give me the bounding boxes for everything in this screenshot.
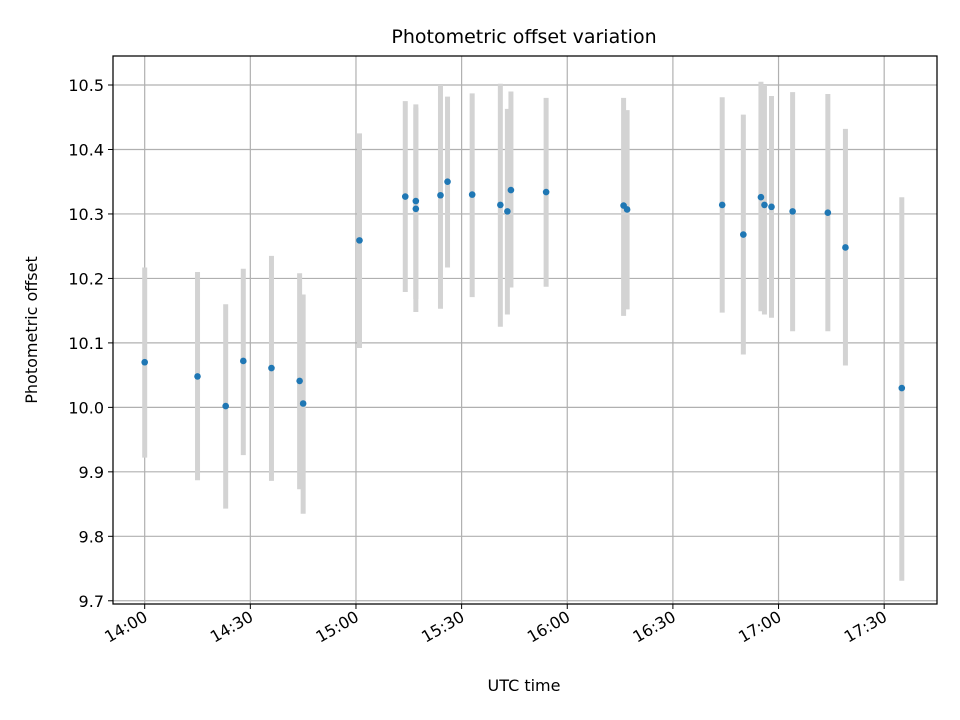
data-point xyxy=(542,188,550,196)
y-tick-label: 9.9 xyxy=(79,463,104,482)
y-tick-label: 10.0 xyxy=(68,398,104,417)
data-point xyxy=(757,193,765,201)
chart-title: Photometric offset variation xyxy=(391,26,656,48)
data-point xyxy=(468,191,476,198)
data-point xyxy=(194,373,201,380)
data-point xyxy=(504,208,511,215)
data-point xyxy=(842,244,849,251)
data-point xyxy=(239,357,247,365)
y-tick-label: 10.5 xyxy=(68,76,104,95)
grid xyxy=(113,56,937,604)
data-point xyxy=(141,358,148,366)
data-point xyxy=(768,203,775,211)
data-point xyxy=(437,191,444,199)
y-tick-label: 9.7 xyxy=(79,592,104,611)
data-point xyxy=(296,377,303,385)
data-point xyxy=(356,237,363,244)
data-point xyxy=(268,364,275,372)
plot-frame xyxy=(112,55,938,605)
data-point xyxy=(898,384,906,392)
data-point xyxy=(789,208,796,215)
y-axis: 9.7 9.8 9.9 10.0 10.1 10.2 10.3 10.4 10.5 xyxy=(68,76,113,611)
data-point xyxy=(497,201,504,209)
data-point xyxy=(412,205,420,213)
data-point xyxy=(718,201,726,209)
data-point xyxy=(761,201,768,209)
x-axis-title: UTC time xyxy=(488,676,561,695)
y-tick-label: 10.3 xyxy=(68,205,104,224)
data-point xyxy=(444,178,451,186)
data-point xyxy=(299,400,307,407)
y-tick-label: 9.8 xyxy=(79,527,104,546)
data-points xyxy=(141,178,906,410)
data-point xyxy=(401,193,409,200)
data-point xyxy=(824,209,832,216)
data-point xyxy=(507,186,515,194)
y-tick-label: 10.2 xyxy=(68,269,104,288)
y-tick-label: 10.4 xyxy=(68,140,104,159)
data-point xyxy=(412,197,420,205)
y-axis-title: Photometric offset xyxy=(22,256,41,404)
data-point xyxy=(623,206,631,213)
data-point xyxy=(222,402,229,410)
data-point xyxy=(740,231,747,238)
y-tick-label: 10.1 xyxy=(68,334,104,353)
